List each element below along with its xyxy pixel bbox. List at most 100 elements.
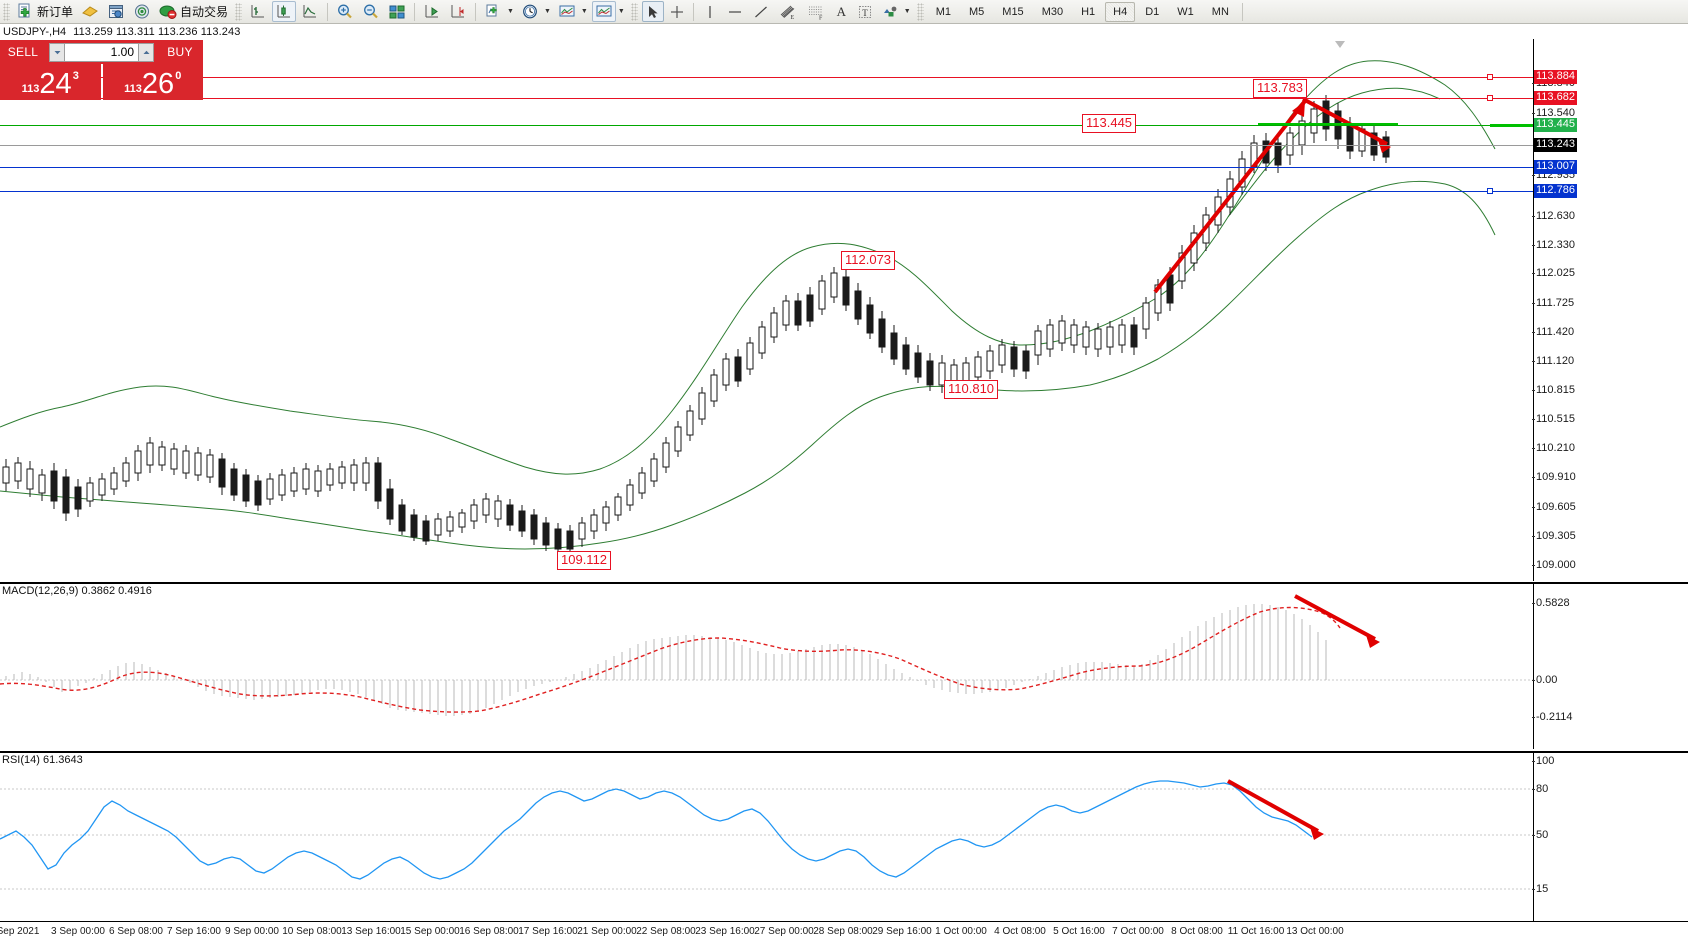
time-tick-15: 29 Sep 16:00 <box>872 926 932 937</box>
auto-scroll-button[interactable] <box>420 1 444 22</box>
volume-decrement-button[interactable] <box>49 42 65 62</box>
shapes-icon-button[interactable] <box>878 1 902 22</box>
bollinger-lower-band <box>0 180 1496 550</box>
indicators-button[interactable] <box>481 1 505 22</box>
rsi-downtrend-arrow[interactable] <box>1227 779 1324 840</box>
timeframe-m5[interactable]: M5 <box>969 5 985 18</box>
horizontal-line-icon-button[interactable] <box>723 1 747 22</box>
annotation-109112[interactable]: 109.112 <box>557 551 612 570</box>
toolbar-separator-3 <box>475 2 477 21</box>
zoom-out-button[interactable] <box>359 1 383 22</box>
crosshair-icon-button[interactable] <box>666 1 688 22</box>
level-marker-113445[interactable] <box>1490 124 1533 127</box>
one-click-trading-panel[interactable]: SELL 1.00 BUY 113 24 3 113 26 0 <box>0 40 203 100</box>
level-line-113682[interactable] <box>0 98 1533 99</box>
sell-price-fraction: 3 <box>72 70 79 82</box>
level-line-113007[interactable] <box>0 167 1533 168</box>
macd-downtrend-arrow[interactable] <box>1294 594 1380 648</box>
timeframe-d1[interactable]: D1 <box>1145 5 1160 18</box>
price-tag-113007[interactable]: 113.007 <box>1534 160 1577 174</box>
shapes-dropdown-caret[interactable]: ▼ <box>903 8 911 15</box>
level-line-113884[interactable] <box>0 77 1533 78</box>
downtrend-arrow[interactable] <box>1302 97 1391 153</box>
timeframe-m1[interactable]: M1 <box>935 5 951 18</box>
navigator-button[interactable] <box>130 1 154 22</box>
volume-control[interactable]: 1.00 <box>46 40 157 64</box>
timeframe-m30[interactable]: M30 <box>1041 5 1064 18</box>
templates-dropdown-caret-2[interactable]: ▼ <box>617 8 625 15</box>
templates-button-1[interactable] <box>555 1 579 22</box>
auto-trading-button[interactable]: 自动交易 <box>156 1 231 22</box>
rsi-plot[interactable] <box>0 753 1533 921</box>
buy-price-display[interactable]: 113 26 0 <box>102 64 203 100</box>
rsi-pane[interactable]: RSI(14) 61.3643 100 80 50 15 <box>0 751 1688 921</box>
price-tag-112786[interactable]: 112.786 <box>1534 184 1577 198</box>
tile-windows-button[interactable] <box>385 1 409 22</box>
toolbar-grip[interactable] <box>3 2 10 21</box>
resistance-zone-113445[interactable] <box>1258 123 1398 126</box>
chart-shift-button[interactable] <box>446 1 470 22</box>
equidistant-channel-icon-button[interactable]: E <box>775 1 801 22</box>
time-axis[interactable]: Sep 2021 3 Sep 00:00 6 Sep 08:00 7 Sep 1… <box>0 921 1688 943</box>
indicators-dropdown-caret[interactable]: ▼ <box>507 8 514 15</box>
timeframe-m15[interactable]: M15 <box>1002 5 1024 18</box>
toolbar-grip-2[interactable] <box>235 2 243 21</box>
price-tick-112330: 112.330 <box>1532 239 1575 251</box>
sell-price-display[interactable]: 113 24 3 <box>0 64 101 100</box>
level-handle-112786[interactable] <box>1487 188 1493 194</box>
timeframe-w1[interactable]: W1 <box>1177 5 1194 18</box>
time-tick-13: 27 Sep 00:00 <box>754 926 814 937</box>
bar-chart-icon-button[interactable] <box>246 1 270 22</box>
text-label-icon-button[interactable]: T <box>854 1 876 22</box>
level-line-113445[interactable] <box>0 125 1533 126</box>
buy-button[interactable]: BUY <box>157 40 203 64</box>
level-handle-113682[interactable] <box>1487 95 1493 101</box>
fibonacci-icon-button[interactable]: F <box>803 1 829 22</box>
templates-dropdown-caret-1[interactable]: ▼ <box>580 8 588 15</box>
timeframe-mn[interactable]: MN <box>1211 5 1229 18</box>
price-pane[interactable]: 113.783 113.445 112.073 110.810 109.112 … <box>0 39 1688 581</box>
volume-increment-button[interactable] <box>138 42 154 62</box>
timeframe-h1[interactable]: H1 <box>1081 5 1096 18</box>
toolbar-separator-1 <box>327 2 329 21</box>
zoom-in-button[interactable] <box>333 1 357 22</box>
price-plot[interactable]: 113.783 113.445 112.073 110.810 109.112 <box>0 39 1533 581</box>
price-tag-113445[interactable]: 113.445 <box>1534 118 1577 132</box>
toolbar-grip-4[interactable] <box>916 2 924 21</box>
time-tick-3: 7 Sep 16:00 <box>167 926 221 937</box>
line-chart-icon-button[interactable] <box>298 1 322 22</box>
periods-button[interactable] <box>518 1 542 22</box>
new-order-button[interactable]: 新订单 <box>14 1 76 22</box>
annotation-110810[interactable]: 110.810 <box>944 380 999 399</box>
volume-input[interactable]: 1.00 <box>65 42 138 62</box>
timeframe-h4[interactable]: H4 <box>1105 1 1136 22</box>
price-tag-113884[interactable]: 113.884 <box>1534 70 1577 84</box>
expert-advisor-button[interactable] <box>78 1 102 22</box>
macd-pane[interactable]: MACD(12,26,9) 0.3862 0.4916 <box>0 582 1688 749</box>
templates-button-2[interactable] <box>591 1 616 22</box>
annotation-113445[interactable]: 113.445 <box>1082 114 1137 133</box>
cursor-icon-button[interactable] <box>641 1 664 22</box>
price-tag-current: 113.243 <box>1534 138 1577 152</box>
uptrend-arrow[interactable] <box>1153 99 1307 294</box>
level-handle-113884[interactable] <box>1487 74 1493 80</box>
sell-button[interactable]: SELL <box>0 40 46 64</box>
candlestick-chart-icon-button[interactable] <box>272 1 297 22</box>
macd-plot[interactable] <box>0 584 1533 749</box>
annotation-113783[interactable]: 113.783 <box>1253 79 1308 98</box>
data-window-button[interactable] <box>104 1 128 22</box>
toolbar-grip-3[interactable] <box>630 2 638 21</box>
time-tick-1: 3 Sep 00:00 <box>51 926 105 937</box>
trendline-icon-button[interactable] <box>749 1 773 22</box>
rsi-tick-15: 15 <box>1531 883 1549 895</box>
text-icon-button[interactable]: A <box>836 3 846 19</box>
price-tag-113682[interactable]: 113.682 <box>1534 91 1577 105</box>
annotation-112073[interactable]: 112.073 <box>841 251 896 270</box>
chart-area[interactable]: 113.783 113.445 112.073 110.810 109.112 … <box>0 39 1688 947</box>
level-line-112786[interactable] <box>0 191 1533 192</box>
rsi-line <box>0 780 1313 880</box>
vertical-line-icon-button[interactable] <box>699 1 721 22</box>
periods-dropdown-caret[interactable]: ▼ <box>543 8 551 15</box>
price-tick-109605: 109.605 <box>1532 501 1576 513</box>
